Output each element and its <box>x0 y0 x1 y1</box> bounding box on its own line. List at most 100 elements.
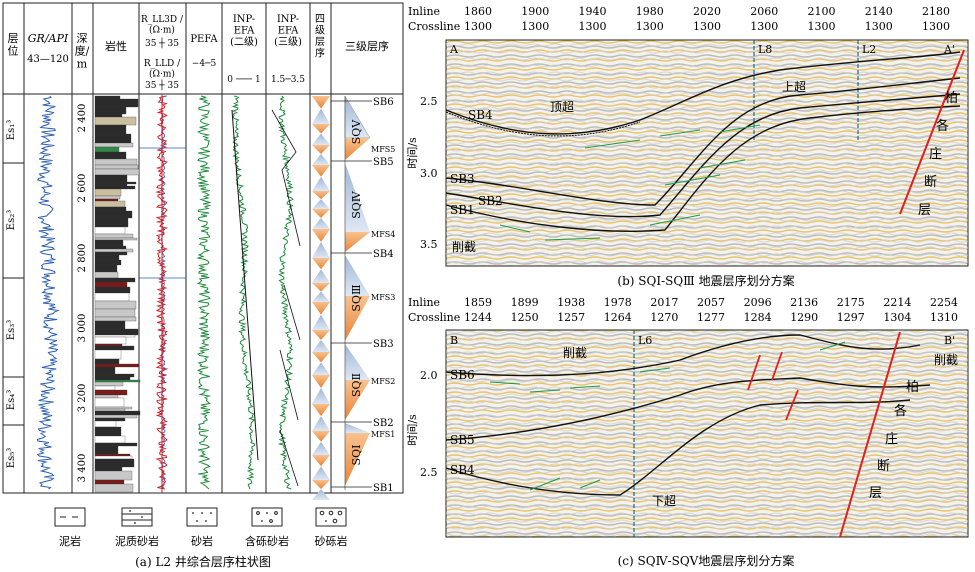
sb1-label: SB1 <box>373 483 394 494</box>
horizon-sb2-label: SB2 <box>478 194 503 208</box>
fault-b <box>899 49 965 215</box>
axis-ticks-c: 1859 1244 1899 1250 1938 1257 1978 1264 2017 1270… <box>464 296 958 324</box>
inline-tick: 2020 <box>693 5 721 18</box>
sq3-label: SQⅢ <box>350 284 363 311</box>
formation-es3: Es₃³ <box>6 320 17 340</box>
sb-lines <box>331 100 372 488</box>
onlap-label: 上超 <box>782 79 806 94</box>
sq2-transgressive <box>345 380 370 420</box>
time-tick: 2.5 <box>420 95 438 108</box>
fault-char: 柏 <box>906 380 919 395</box>
crossline-tick: 1300 <box>750 20 778 33</box>
crossline-tick: 1300 <box>922 20 950 33</box>
sq1-transgressive <box>345 433 370 486</box>
crossline-tick: 1304 <box>883 311 911 324</box>
horizon-sb2-b <box>445 93 961 218</box>
fault-char: 柏 <box>945 91 958 106</box>
caption-b: (b) SQⅠ-SQⅢ 地震层序划分方案 <box>617 273 794 288</box>
corner-b: B <box>450 334 458 347</box>
formation-es2: Es₂³ <box>6 210 17 230</box>
inline-tick: 2180 <box>922 5 950 18</box>
sq-labels: SQⅤ SQⅣ SQⅢ SQⅡ SQⅠ <box>350 119 363 466</box>
sq5-transgressive <box>345 138 370 160</box>
time-ticks-b: 2.5 3.0 3.5 <box>420 95 438 251</box>
inline-tick: 1900 <box>521 5 549 18</box>
sq1-label: SQⅠ <box>350 445 363 466</box>
truncation-label: 削截 <box>452 240 476 254</box>
sb2-label: SB2 <box>373 418 394 429</box>
sb-labels: SB6 SB5 SB4 SB3 SB2 SB1 <box>373 97 394 494</box>
formation-labels: Es₁³ Es₂³ Es₃³ Es₄³ Es₅³ <box>6 120 17 468</box>
fault-char: 断 <box>877 459 890 474</box>
legend-mudstone: 泥岩 <box>54 507 86 548</box>
downlap-label: 下超 <box>652 493 676 508</box>
well-l8-label: L8 <box>758 43 772 56</box>
mfs4-label: MFS4 <box>371 230 395 239</box>
corner-b-prime: B' <box>944 334 955 347</box>
crossline-tick: 1277 <box>697 311 725 324</box>
legend-argillaceous-sandstone-label: 泥质砂岩 <box>115 534 159 548</box>
inline-tick: 1980 <box>636 5 664 18</box>
fault-label-b: 柏 各 庄 断 层 <box>918 91 958 218</box>
caption-c: (c) SQⅣ-SQⅤ地震层序划分方案 <box>618 553 795 568</box>
crossline-tick: 1300 <box>808 20 836 33</box>
sb6-label: SB6 <box>373 97 394 108</box>
sq1-regressive <box>345 423 370 433</box>
legend-conglomerate-label: 砂砾岩 <box>315 534 348 548</box>
sq5-label: SQⅤ <box>350 119 363 145</box>
sq4-label: SQⅣ <box>350 190 363 219</box>
inpefa-2-curve <box>231 95 256 490</box>
legend-argillaceous-sandstone: 泥质砂岩 <box>115 507 159 548</box>
annotations-b: 顶超 上超 削截 <box>452 79 806 254</box>
sq2-label: SQⅡ <box>350 373 363 397</box>
header-fourth: 四级层序 <box>315 14 325 60</box>
horizon-sb6-label: SB6 <box>450 368 475 382</box>
truncation-label-c2: 削截 <box>934 353 958 367</box>
crossline-tick: 1270 <box>650 311 678 324</box>
depth-tick: 3 200 <box>77 384 88 413</box>
inline-tick: 2060 <box>750 5 778 18</box>
depth-tick: 2 800 <box>77 244 88 273</box>
mfs-labels: MFS5 MFS4 MFS3 MFS2 MFS1 <box>371 145 395 439</box>
inline-tick: 1899 <box>511 296 539 309</box>
legend-pebbly-sandstone: 含砾砂岩 <box>245 507 289 548</box>
time-ticks-c: 2.0 2.5 <box>420 369 438 479</box>
pefa-curve <box>196 95 212 490</box>
crossline-tick: 1300 <box>636 20 664 33</box>
lithology-legend: 泥岩 泥质砂岩 砂岩 含砾砂岩 砂砾岩 <box>54 507 348 548</box>
sb4-label: SB4 <box>373 249 394 260</box>
inline-tick: 1859 <box>464 296 492 309</box>
header-res-lld: R_LLD / (Ω·m) <box>144 59 181 79</box>
time-axis-label-b: 时间/s <box>406 137 419 169</box>
sb3-label: SB3 <box>373 339 394 350</box>
mfs2-label: MFS2 <box>371 377 395 386</box>
horizon-sb6-c <box>445 334 921 377</box>
inline-tick: 2096 <box>744 296 772 309</box>
time-axis-label-c: 时间/s <box>406 414 419 446</box>
crossline-tick: 1250 <box>511 311 539 324</box>
horizon-sb4-label-c: SB4 <box>450 463 475 477</box>
inline-tick: 2254 <box>930 296 958 309</box>
sb5-label: SB5 <box>373 157 394 168</box>
well-log-panel: 层位 GR/API 43—120 深度/m 岩性 R_LL3D / (Ω·m) 3… <box>2 2 404 500</box>
horizon-sb1-label: SB1 <box>450 203 475 217</box>
inline-label-b: Inline <box>408 5 440 18</box>
crossline-tick: 1300 <box>521 20 549 33</box>
header-pefa: PEFA <box>190 34 218 45</box>
formation-boundaries <box>3 162 24 426</box>
fault-char: 各 <box>936 118 949 134</box>
formation-es5: Es₅³ <box>6 448 17 468</box>
legend-conglomerate: 砂砾岩 <box>315 507 348 548</box>
lithology-column <box>94 95 141 493</box>
inline-tick: 2175 <box>837 296 865 309</box>
crossline-tick: 1297 <box>837 311 865 324</box>
time-tick: 3.5 <box>420 238 438 251</box>
fault-char: 庄 <box>929 146 942 162</box>
horizon-labels-b: SB4 SB3 SB2 SB1 <box>450 108 503 217</box>
header-third: 三级层序 <box>345 39 389 53</box>
header-pefa-range: −4─5 <box>192 59 217 69</box>
legend-pebbly-sandstone-label: 含砾砂岩 <box>245 534 289 548</box>
crossline-tick: 1300 <box>865 20 893 33</box>
sq3-transgressive <box>345 296 370 341</box>
horizon-sb4-label: SB4 <box>468 108 493 122</box>
